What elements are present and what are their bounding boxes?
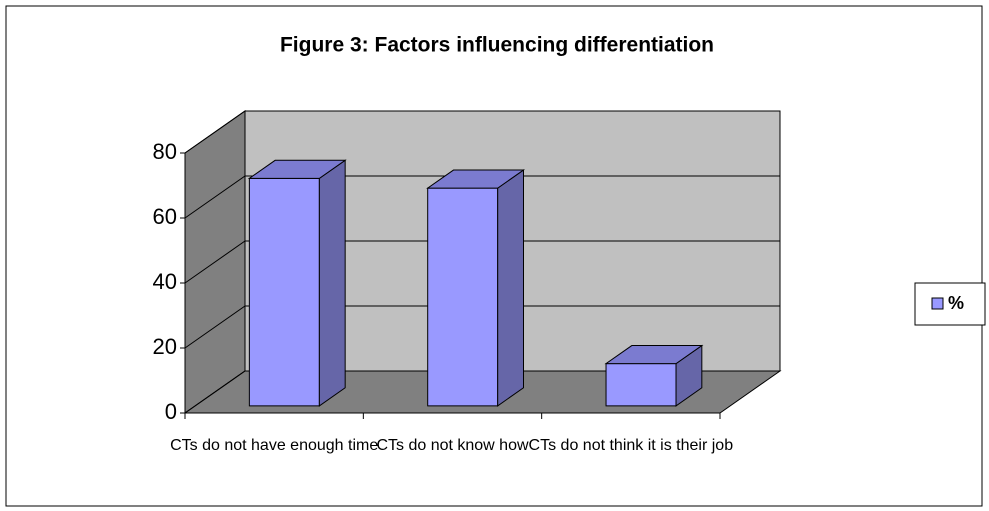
bar-side bbox=[497, 169, 524, 407]
bar bbox=[604, 344, 704, 407]
bar bbox=[247, 159, 347, 407]
bar-top bbox=[247, 159, 347, 179]
legend-box bbox=[914, 282, 986, 326]
x-tick-label: CTs do not have enough time bbox=[170, 437, 378, 454]
y-tick-label: 20 bbox=[153, 334, 177, 359]
bar bbox=[426, 169, 526, 407]
bar-front bbox=[427, 187, 499, 407]
legend-label: % bbox=[948, 293, 964, 313]
y-tick-label: 60 bbox=[153, 204, 177, 229]
x-tick-label: CTs do not think it is their job bbox=[529, 437, 734, 454]
x-tick-label: CTs do not know how bbox=[376, 437, 529, 454]
bar-side bbox=[318, 159, 346, 407]
bar-front bbox=[605, 363, 677, 407]
y-tick-label: 40 bbox=[153, 269, 177, 294]
y-tick-label: 0 bbox=[165, 399, 177, 424]
bar-top bbox=[426, 169, 526, 189]
bar-front bbox=[248, 177, 320, 407]
grid-line bbox=[184, 240, 780, 284]
grid-line bbox=[184, 110, 780, 154]
bar-top bbox=[604, 345, 704, 365]
grid-line bbox=[184, 370, 780, 414]
legend-swatch bbox=[931, 297, 944, 310]
grid-line bbox=[184, 175, 780, 219]
chart-title: Figure 3: Factors influencing differenti… bbox=[280, 34, 714, 57]
y-tick-label: 80 bbox=[153, 139, 177, 164]
grid-line bbox=[184, 305, 780, 349]
